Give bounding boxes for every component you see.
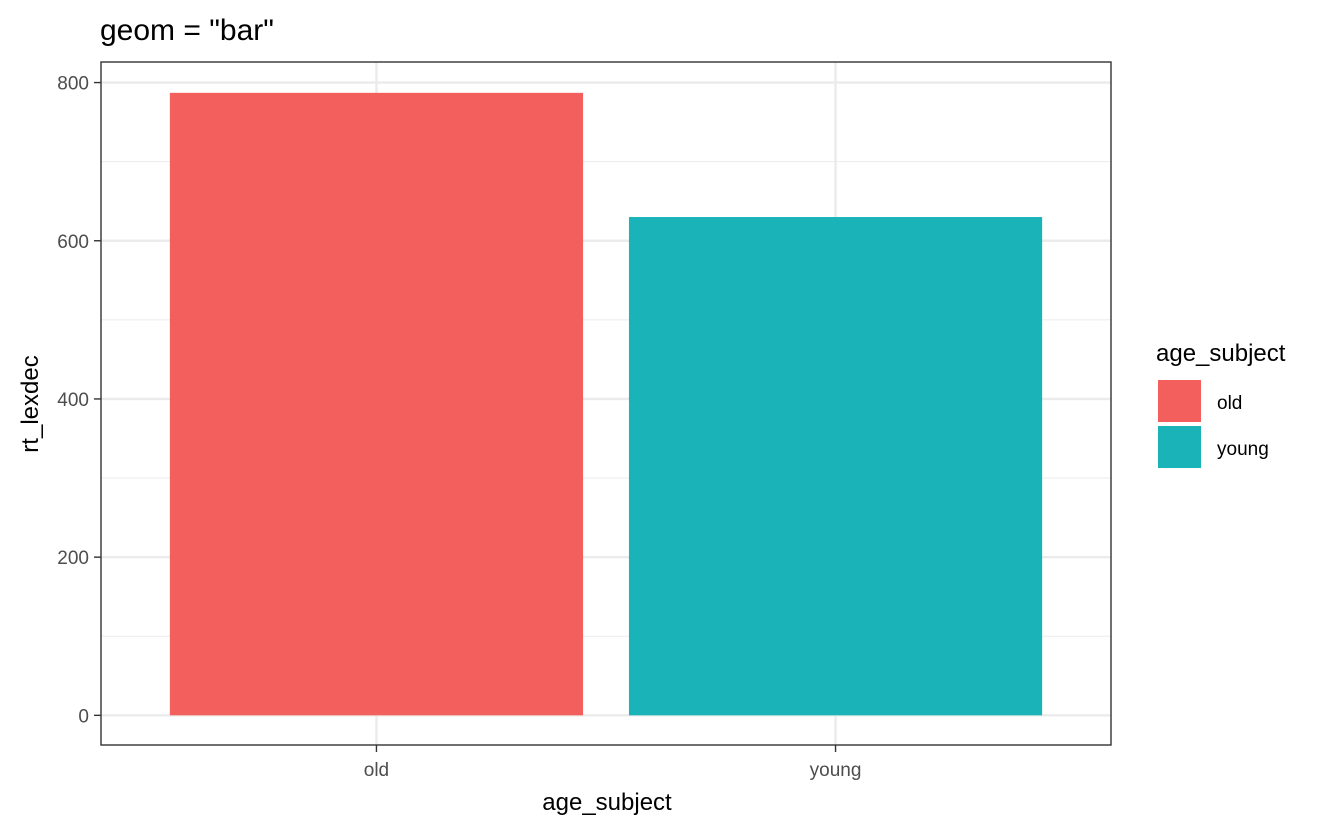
x-axis-title: age_subject	[542, 789, 672, 816]
chart-title: geom = "bar"	[100, 14, 274, 47]
y-axis-title: rt_lexdec	[17, 355, 44, 452]
y-axis-ticks: 0 200 400 600 800	[57, 74, 101, 727]
y-tick-label: 200	[57, 548, 89, 569]
plot-panel-border	[100, 61, 1112, 746]
legend-items: old young	[1158, 380, 1269, 468]
legend-title: age_subject	[1156, 340, 1286, 367]
y-tick-label: 0	[78, 706, 89, 727]
legend-label-young: young	[1217, 439, 1269, 460]
legend: age_subject old young	[1156, 340, 1286, 468]
legend-label-old: old	[1217, 393, 1242, 414]
bar-old	[169, 92, 584, 716]
x-tick-label: young	[810, 760, 862, 781]
x-axis-ticks: old young	[364, 745, 862, 781]
y-tick-label: 800	[57, 74, 89, 95]
bar-young	[628, 217, 1043, 716]
y-tick-label: 400	[57, 390, 89, 411]
legend-key-old	[1158, 380, 1201, 422]
y-tick-label: 600	[57, 232, 89, 253]
legend-key-young	[1158, 426, 1201, 468]
x-tick-label: old	[364, 760, 389, 781]
bars	[169, 92, 1043, 716]
